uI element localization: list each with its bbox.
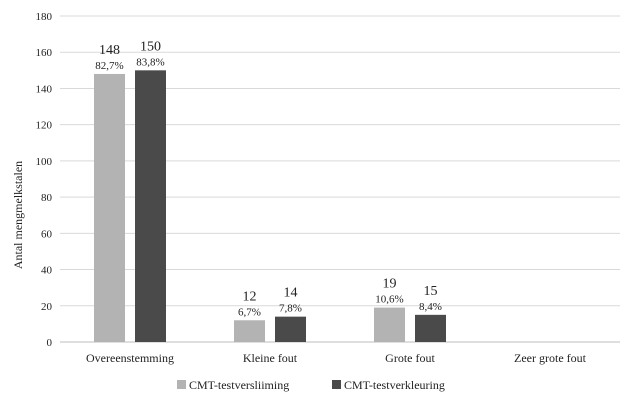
y-tick-label: 20: [41, 301, 53, 313]
bar-percent-label: 83,8%: [136, 56, 164, 68]
y-tick-label: 0: [47, 337, 53, 349]
bar-value-label: 19: [383, 277, 397, 292]
y-axis-label: Antal mengmelkstalen: [11, 161, 25, 269]
bar: [234, 320, 265, 342]
legend-swatch: [332, 380, 341, 389]
y-tick-label: 140: [36, 83, 53, 95]
y-tick-label: 80: [41, 192, 53, 204]
x-axis-categories: Overeenstemming Kleine fout Grote fout Zeer…: [86, 351, 587, 365]
bar: [94, 73, 125, 342]
legend-swatch: [177, 380, 186, 389]
y-tick-label: 160: [36, 47, 53, 59]
bar: [415, 314, 446, 342]
bar: [374, 307, 405, 342]
data-labels: 148 82,7% 150 83,8% 12 6,7% 14 7,8% 19 10,6% 15 8,4…: [95, 39, 442, 318]
x-category-label: Kleine fout: [243, 351, 298, 365]
bar-percent-label: 10,6%: [375, 294, 403, 306]
legend-label: CMT-testversliiming: [189, 378, 289, 392]
legend-label: CMT-testverkleuring: [344, 378, 445, 392]
bar-value-label: 12: [243, 289, 257, 304]
x-category-label: Zeer grote fout: [514, 351, 587, 365]
bar-value-label: 15: [424, 284, 438, 299]
y-tick-label: 60: [41, 228, 53, 240]
legend: CMT-testversliiming CMT-testverkleuring: [177, 378, 445, 392]
y-tick-label: 40: [41, 265, 53, 277]
bar-percent-label: 7,8%: [279, 303, 302, 315]
x-category-label: Overeenstemming: [86, 351, 174, 365]
bar: [135, 70, 166, 342]
y-axis-ticks: 0 20 40 60 80 100 120 140 160 180: [36, 11, 53, 349]
x-category-label: Grote fout: [385, 351, 435, 365]
y-tick-label: 120: [36, 120, 53, 132]
bar-percent-label: 6,7%: [238, 306, 261, 318]
bar-percent-label: 8,4%: [419, 301, 442, 313]
bar-value-label: 148: [99, 43, 120, 58]
y-tick-label: 180: [36, 11, 53, 23]
bar-percent-label: 82,7%: [95, 60, 123, 72]
bar-value-label: 150: [140, 39, 161, 54]
y-tick-label: 100: [36, 156, 53, 168]
bar-value-label: 14: [284, 286, 298, 301]
bars: [94, 70, 446, 342]
bar: [275, 316, 306, 342]
